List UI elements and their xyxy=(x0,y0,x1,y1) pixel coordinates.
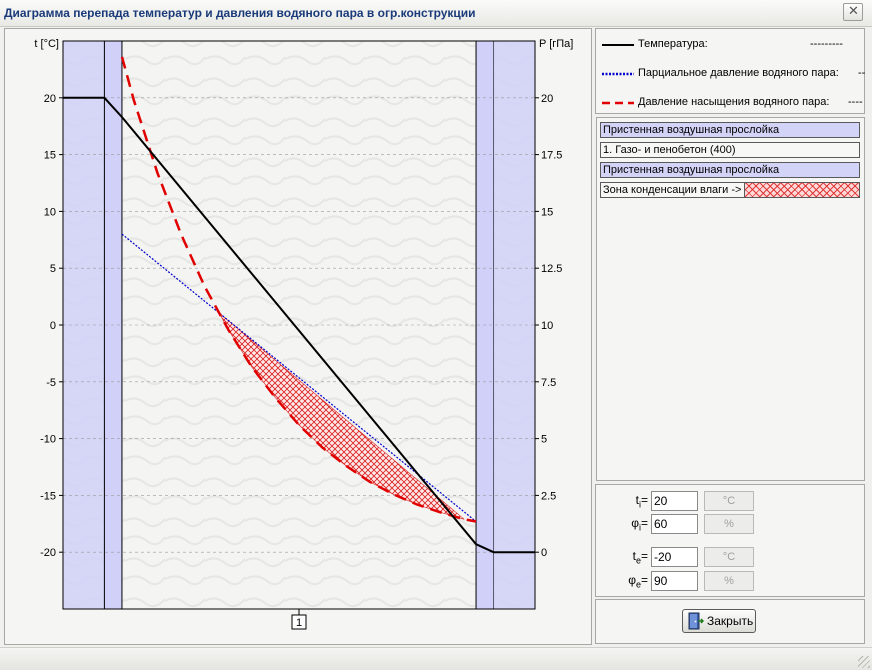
tick-label-left: 15 xyxy=(44,150,56,162)
y-axis-label-left: t [°C] xyxy=(34,38,59,50)
layers-panel: Пристенная воздушная прослойка 1. Газо- … xyxy=(596,117,865,481)
condensation-label: Зона конденсации влаги -> xyxy=(603,184,742,196)
legend-panel: Температура: --------- Парциальное давле… xyxy=(595,28,865,114)
layer-marker-box xyxy=(291,614,307,630)
temperature-line xyxy=(63,96,535,554)
layer-item[interactable]: Пристенная воздушная прослойка xyxy=(600,122,860,138)
dashed-line-icon xyxy=(602,101,634,105)
tick-label-left: -10 xyxy=(40,434,56,446)
title-bar: Диаграмма перепада температур и давления… xyxy=(0,0,872,27)
params-panel: ti= 20 °C φi= 60 % te= -20 °C φe= 90 % xyxy=(595,484,865,597)
te-unit: °C xyxy=(704,547,754,567)
close-door-icon xyxy=(688,612,704,630)
param-label-phie: φe= xyxy=(628,573,648,590)
phii-unit: % xyxy=(704,514,754,534)
window-title: Диаграмма перепада температур и давления… xyxy=(4,6,476,20)
y-axis-label-right: P [гПа] xyxy=(539,38,573,50)
tick-label-right: 15 xyxy=(541,206,553,218)
condensation-swatch xyxy=(744,183,859,197)
layer-marker-label: 1 xyxy=(296,617,302,629)
legend-value: -- xyxy=(858,67,866,79)
diagram-chart: t [°C] P [гПа]20151050-5-10-15-202017.515… xyxy=(34,38,573,630)
legend-label: Температура: xyxy=(638,38,708,50)
param-label-phii: φi= xyxy=(631,516,648,533)
phie-input[interactable]: 90 xyxy=(651,571,698,591)
tick-label-right: 17.5 xyxy=(541,150,562,162)
tick-label-right: 20 xyxy=(541,93,553,105)
ti-input[interactable]: 20 xyxy=(651,491,698,511)
layer-item[interactable]: Пристенная воздушная прослойка xyxy=(600,162,860,178)
chart-panel: t [°C] P [гПа] 20 15 10 5 0 -5 -10 -15 -20 20 17.5 15… xyxy=(4,28,592,645)
close-button-label: Закрыть xyxy=(707,614,754,628)
phie-unit: % xyxy=(704,571,754,591)
layer-item[interactable]: 1. Газо- и пенобетон (400) xyxy=(600,142,860,158)
close-panel: Закрыть xyxy=(595,599,865,644)
tick-label-right: 2.5 xyxy=(541,490,556,502)
tick-label-right: 7.5 xyxy=(541,377,556,389)
tick-label-left: -5 xyxy=(46,377,56,389)
tick-label-right: 0 xyxy=(541,547,547,559)
ti-unit: °C xyxy=(704,491,754,511)
resize-grip-icon[interactable] xyxy=(858,656,870,668)
solid-line-icon xyxy=(602,44,634,46)
tick-label-left: 20 xyxy=(44,93,56,105)
tick-label-left: -20 xyxy=(40,547,56,559)
close-button[interactable]: Закрыть xyxy=(682,609,756,633)
status-bar xyxy=(0,647,872,670)
legend-value: ---- xyxy=(848,96,863,108)
legend-label: Давление насыщения водяного пара: xyxy=(638,96,830,108)
tick-label-right: 12.5 xyxy=(541,263,562,275)
tick-label-right: 10 xyxy=(541,320,553,332)
close-icon: ✕ xyxy=(848,3,859,18)
tick-label-left: 0 xyxy=(50,320,56,332)
tick-label-right: 5 xyxy=(541,434,547,446)
te-input[interactable]: -20 xyxy=(651,547,698,567)
window-close-button[interactable]: ✕ xyxy=(843,3,863,21)
tick-label-left: 10 xyxy=(44,206,56,218)
phii-input[interactable]: 60 xyxy=(651,514,698,534)
legend-label: Парциальное давление водяного пара: xyxy=(638,67,839,79)
param-label-ti: ti= xyxy=(635,493,648,510)
tick-label-left: -15 xyxy=(40,490,56,502)
condensation-zone-item: Зона конденсации влаги -> xyxy=(600,182,860,198)
legend-value: --------- xyxy=(810,38,843,50)
dotted-line-icon xyxy=(602,72,634,76)
tick-label-left: 5 xyxy=(50,263,56,275)
param-label-te: te= xyxy=(632,549,648,566)
